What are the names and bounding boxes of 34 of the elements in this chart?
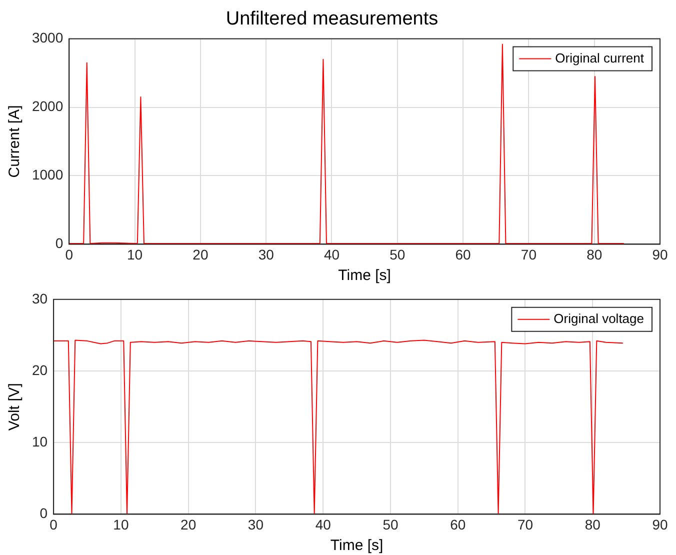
x-tick-label: 10 xyxy=(113,516,129,532)
x-tick-label: 60 xyxy=(455,246,472,262)
y-tick-label: 20 xyxy=(32,362,48,378)
x-tick-label: 80 xyxy=(586,246,602,262)
y-tick-label: 0 xyxy=(40,505,48,522)
x-axis-title: Time [s] xyxy=(338,267,391,284)
x-tick-label: 0 xyxy=(65,246,74,262)
x-tick-label: 70 xyxy=(520,246,537,262)
chart-title: Unfiltered measurements xyxy=(226,8,438,30)
y-tick-label: 3000 xyxy=(32,30,64,46)
x-tick-label: 20 xyxy=(180,516,196,532)
x-tick-label: 70 xyxy=(517,516,534,532)
x-tick-label: 40 xyxy=(315,516,332,532)
x-tick-label: 90 xyxy=(652,246,668,262)
x-tick-label: 40 xyxy=(324,246,340,262)
x-tick-label: 80 xyxy=(584,516,601,532)
x-tick-label: 10 xyxy=(127,246,143,262)
x-tick-label: 30 xyxy=(258,246,274,262)
legend-label: Original voltage xyxy=(554,310,644,326)
x-tick-label: 20 xyxy=(192,246,208,262)
y-tick-label: 30 xyxy=(32,290,48,306)
y-tick-label: 1000 xyxy=(32,166,64,183)
x-tick-label: 90 xyxy=(652,516,668,532)
y-tick-label: 10 xyxy=(32,433,48,450)
x-axis-title: Time [s] xyxy=(330,537,384,554)
y-tick-label: 2000 xyxy=(32,98,64,114)
y-axis-title: Volt [V] xyxy=(6,383,24,431)
y-tick-label: 0 xyxy=(55,235,64,252)
x-tick-label: 50 xyxy=(390,246,406,262)
x-tick-label: 60 xyxy=(450,516,466,532)
y-axis-title: Current [A] xyxy=(6,105,24,178)
legend-label: Original current xyxy=(555,50,644,66)
x-tick-label: 30 xyxy=(248,516,264,532)
x-tick-label: 50 xyxy=(382,516,398,532)
